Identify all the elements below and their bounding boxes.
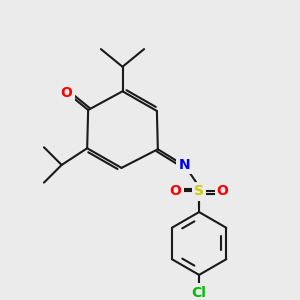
Text: O: O [169,184,181,199]
Text: N: N [178,158,190,172]
Text: O: O [217,184,229,199]
Text: S: S [194,184,204,199]
Text: O: O [61,86,73,100]
Text: Cl: Cl [192,286,206,300]
